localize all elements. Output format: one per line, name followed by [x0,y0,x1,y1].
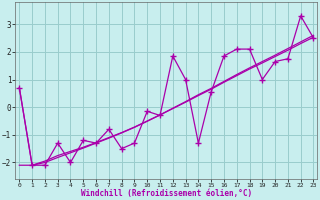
X-axis label: Windchill (Refroidissement éolien,°C): Windchill (Refroidissement éolien,°C) [81,189,252,198]
